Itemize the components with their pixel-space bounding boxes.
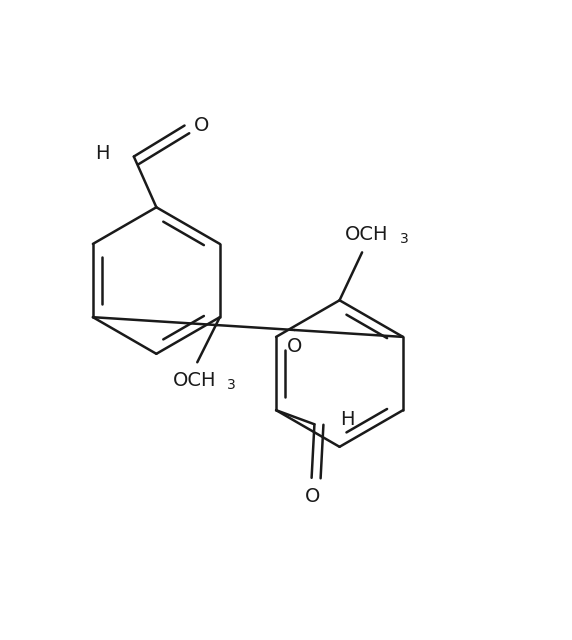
Text: O: O <box>305 487 320 506</box>
Text: 3: 3 <box>227 378 236 392</box>
Text: OCH: OCH <box>345 225 388 244</box>
Text: O: O <box>194 116 209 135</box>
Text: H: H <box>340 410 355 429</box>
Text: OCH: OCH <box>173 371 216 390</box>
Text: 3: 3 <box>400 232 409 246</box>
Text: O: O <box>287 337 302 356</box>
Text: H: H <box>96 144 110 163</box>
